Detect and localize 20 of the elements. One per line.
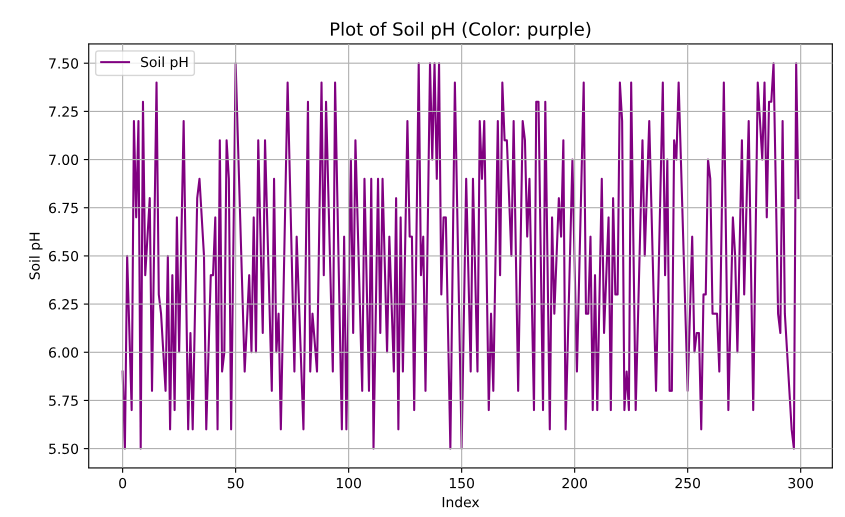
x-axis-title: Index: [442, 496, 480, 508]
x-tick-label: 250: [675, 478, 700, 488]
y-tick-label: 6.00: [49, 347, 78, 358]
x-tick-label: 300: [788, 478, 814, 488]
x-tick-label: 0: [119, 478, 126, 488]
legend-label: Soil pH: [141, 56, 188, 70]
y-tick-label: 6.25: [49, 299, 78, 310]
x-tick-label: 150: [450, 478, 474, 488]
y-tick-label: 7.50: [49, 58, 78, 69]
y-axis-title: Soil pH: [29, 232, 43, 280]
y-tick-label: 5.75: [49, 396, 78, 406]
y-tick-label: 7.00: [49, 154, 78, 166]
y-tick-label: 6.75: [49, 202, 78, 214]
y-tick-label: 7.25: [49, 106, 78, 117]
y-tick-label: 6.50: [49, 250, 78, 262]
x-tick-label: 200: [562, 478, 587, 488]
x-tick-label: 50: [228, 478, 244, 488]
chart-title: Plot of Soil pH (Color: purple): [330, 22, 590, 40]
x-tick-label: 100: [336, 478, 361, 488]
y-tick-label: 5.50: [49, 444, 78, 454]
